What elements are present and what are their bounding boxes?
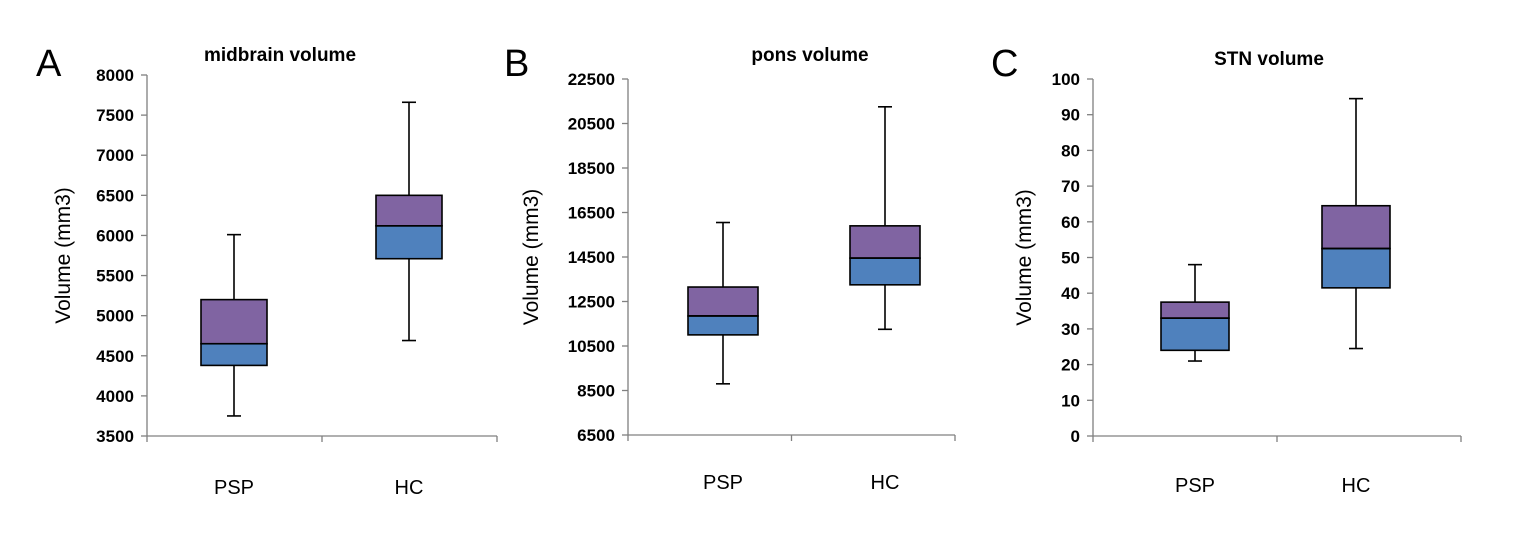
panel-letter: B (504, 43, 529, 85)
box-lower-quartile (849, 257, 921, 286)
y-tick-label: 12500 (568, 293, 615, 312)
y-tick-label: 20500 (568, 115, 615, 134)
y-tick-label: 7500 (96, 106, 134, 125)
chart-title: pons volume (751, 45, 868, 66)
panel-letter: C (991, 43, 1018, 85)
category-label: PSP (703, 472, 743, 494)
box-upper-quartile (1160, 301, 1230, 319)
y-tick-label: 6500 (577, 426, 615, 445)
y-tick-label: 16500 (568, 204, 615, 223)
y-tick-label: 4500 (96, 347, 134, 366)
y-tick-label: 10 (1061, 391, 1080, 410)
y-tick-label: 5500 (96, 267, 134, 286)
y-tick-label: 50 (1061, 249, 1080, 268)
y-tick-label: 18500 (568, 159, 615, 178)
category-label: HC (871, 472, 900, 494)
y-tick-label: 22500 (568, 70, 615, 89)
y-tick-label: 70 (1061, 177, 1080, 196)
y-tick-label: 6000 (96, 226, 134, 245)
y-tick-label: 10500 (568, 337, 615, 356)
y-axis-label: Volume (mm3) (1013, 189, 1036, 326)
category-label: PSP (214, 477, 254, 499)
y-tick-label: 6500 (96, 186, 134, 205)
chart-title: midbrain volume (204, 45, 356, 66)
y-tick-label: 60 (1061, 213, 1080, 232)
y-tick-label: 100 (1052, 70, 1080, 89)
chart-title: STN volume (1214, 49, 1324, 70)
category-label: PSP (1175, 475, 1215, 497)
y-tick-label: 3500 (96, 427, 134, 446)
y-tick-label: 80 (1061, 141, 1080, 160)
panel-c: C STN volume Volume (mm3) 0 10 20 30 40 50 60 70 80… (991, 43, 1462, 497)
y-tick-label: 8500 (577, 382, 615, 401)
y-axis-label: Volume (mm3) (520, 189, 543, 326)
box-upper-quartile (849, 225, 921, 259)
box-lower-quartile (687, 315, 759, 336)
box-lower-quartile (375, 225, 443, 260)
y-tick-label: 7000 (96, 146, 134, 165)
box-upper-quartile (687, 286, 759, 317)
y-tick-label: 4000 (96, 387, 134, 406)
y-tick-label: 8000 (96, 66, 134, 85)
y-tick-label: 0 (1071, 427, 1080, 446)
y-tick-label: 90 (1061, 106, 1080, 125)
y-tick-label: 14500 (568, 248, 615, 267)
y-tick-label: 40 (1061, 284, 1080, 303)
box-upper-quartile (1321, 204, 1391, 250)
y-tick-label: 30 (1061, 320, 1080, 339)
panel-letter: A (36, 43, 62, 85)
box-lower-quartile (1160, 317, 1230, 352)
category-label: HC (395, 477, 424, 499)
y-tick-label: 20 (1061, 356, 1080, 375)
box-lower-quartile (200, 342, 268, 367)
y-axis-label: Volume (mm3) (52, 187, 75, 324)
category-label: HC (1342, 475, 1371, 497)
y-tick-label: 5000 (96, 307, 134, 326)
box-upper-quartile (375, 194, 443, 227)
box-lower-quartile (1321, 247, 1391, 289)
box-upper-quartile (200, 298, 268, 345)
